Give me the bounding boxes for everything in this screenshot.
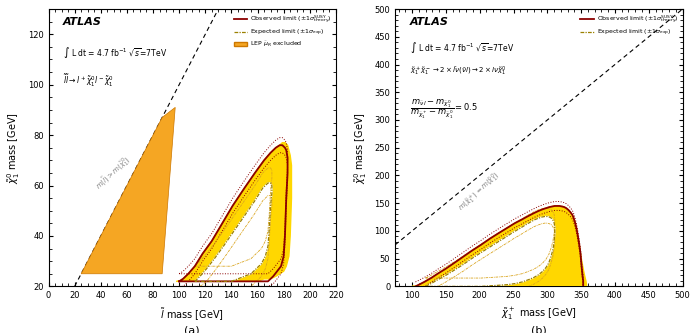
Polygon shape <box>195 183 272 281</box>
Legend: Observed limit ($\pm1\sigma^{\rm SUSY}_{\rm theory}$), Expected limit ($\pm1\sig: Observed limit ($\pm1\sigma^{\rm SUSY}_{… <box>232 12 333 51</box>
Y-axis label: $\tilde{\chi}_1^0$ mass [GeV]: $\tilde{\chi}_1^0$ mass [GeV] <box>6 112 22 183</box>
Text: $\dfrac{m_{\tilde{\nu}\,l} - m_{\tilde{\chi}_1^0}}{m_{\tilde{\chi}_1^+} - m_{\ti: $\dfrac{m_{\tilde{\nu}\,l} - m_{\tilde{\… <box>409 98 477 121</box>
Y-axis label: $\tilde{\chi}_1^0$ mass [GeV]: $\tilde{\chi}_1^0$ mass [GeV] <box>352 112 369 183</box>
Text: $m(\tilde{l}) > m(\tilde{\chi}_1^0)$: $m(\tilde{l}) > m(\tilde{\chi}_1^0)$ <box>93 153 134 193</box>
X-axis label: $\tilde{\chi}_1^+$ mass [GeV]: $\tilde{\chi}_1^+$ mass [GeV] <box>501 306 577 322</box>
Text: $\tilde{\chi}_1^+ \tilde{\chi}_1^- \rightarrow 2 \times \bar{l}\nu(\bar{\nu}l) \: $\tilde{\chi}_1^+ \tilde{\chi}_1^- \righ… <box>409 65 506 78</box>
Text: $\int$ L dt = 4.7 fb$^{-1}$ $\sqrt{s}$=7TeV: $\int$ L dt = 4.7 fb$^{-1}$ $\sqrt{s}$=7… <box>409 40 514 55</box>
Text: ATLAS: ATLAS <box>409 17 448 27</box>
Text: (a): (a) <box>184 326 200 333</box>
Legend: Observed limit ($\pm1\sigma^{\rm SUSY}_{\rm theory}$), Expected limit ($\pm1\sig: Observed limit ($\pm1\sigma^{\rm SUSY}_{… <box>579 12 679 39</box>
Text: $\int$ L dt = 4.7 fb$^{-1}$ $\sqrt{s}$=7TeV: $\int$ L dt = 4.7 fb$^{-1}$ $\sqrt{s}$=7… <box>63 45 167 60</box>
Polygon shape <box>426 216 555 286</box>
Polygon shape <box>412 206 587 286</box>
Text: $\tilde{l}\tilde{l} \rightarrow l^+ \tilde{\chi}_1^0 l^- \tilde{\chi}_1^0$: $\tilde{l}\tilde{l} \rightarrow l^+ \til… <box>63 73 113 89</box>
Polygon shape <box>81 107 175 274</box>
Polygon shape <box>177 143 292 281</box>
Text: (b): (b) <box>531 326 547 333</box>
X-axis label: $\tilde{l}$ mass [GeV]: $\tilde{l}$ mass [GeV] <box>160 306 224 323</box>
Text: $m(\tilde{\chi}_1^+) = m(\tilde{\chi}_1^0)$: $m(\tilde{\chi}_1^+) = m(\tilde{\chi}_1^… <box>456 169 503 215</box>
Text: ATLAS: ATLAS <box>63 17 102 27</box>
